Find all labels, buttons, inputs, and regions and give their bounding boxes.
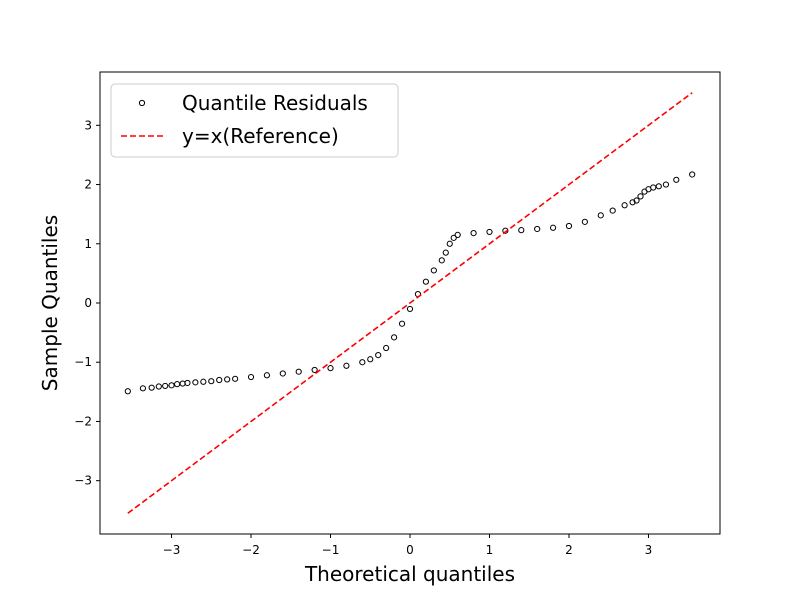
legend-box [110,83,399,158]
scatter-point-19 [311,366,318,374]
scatter-point-33 [442,249,449,256]
scatter-point-45 [597,212,604,219]
scatter-point-23 [367,356,374,363]
scatter-point-20 [327,365,334,372]
scatter-point-0 [124,388,131,395]
x-tick-label: 3 [645,543,653,557]
scatter-point-13 [224,376,231,383]
scatter-point-47 [621,202,628,209]
scatter-points [124,171,696,395]
scatter-point-53 [650,184,657,191]
y-tick-label: −1 [74,355,92,369]
reference-line-layer [127,92,693,514]
y-tick-label: 0 [84,296,92,310]
reference-line [127,92,693,514]
scatter-point-9 [192,379,199,386]
legend-marker-quantile-residuals [138,99,146,107]
y-tick-label: 1 [84,237,92,251]
scatter-point-44 [581,218,588,225]
scatter-point-27 [398,320,406,327]
scatter-point-46 [609,207,616,214]
scatter-point-8 [184,379,191,387]
y-axis-label: Sample Quantiles [38,215,62,391]
scatter-point-4 [162,382,169,390]
scatter-point-3 [155,383,162,390]
legend-label-quantile-residuals: Quantile Residuals [182,91,368,115]
x-axis-ticks: −3 −2 −1 0 1 2 3 [163,534,653,557]
scatter-point-16 [263,372,271,379]
scatter-point-28 [406,305,414,313]
scatter-point-36 [454,231,461,238]
scatter-point-22 [359,359,366,366]
scatter-point-38 [486,228,493,236]
y-tick-label: 3 [84,118,92,132]
scatter-point-6 [174,381,181,388]
scatter-point-54 [655,183,662,190]
scatter-point-2 [148,384,155,391]
x-axis-label: Theoretical quantiles [304,562,515,586]
scatter-point-14 [232,375,239,382]
scatter-point-26 [391,334,398,341]
scatter-point-18 [295,368,302,375]
x-tick-label: −3 [163,543,181,557]
scatter-point-56 [673,176,680,183]
scatter-point-32 [438,257,445,264]
scatter-point-41 [534,225,541,233]
scatter-point-31 [430,267,437,274]
scatter-point-30 [422,278,429,285]
legend-label-reference: y=x(Reference) [182,124,339,148]
scatter-point-40 [518,227,525,234]
scatter-point-24 [375,352,382,359]
scatter-point-17 [279,370,286,377]
x-tick-label: 1 [486,543,494,557]
scatter-point-25 [383,344,390,352]
y-tick-label: −2 [74,414,92,428]
scatter-point-10 [200,378,207,385]
x-tick-label: −2 [242,543,260,557]
scatter-point-43 [565,222,573,230]
scatter-point-37 [470,230,477,237]
scatter-point-34 [446,240,453,247]
scatter-point-21 [343,362,350,369]
y-tick-label: −3 [74,474,92,488]
scatter-point-42 [549,224,557,231]
scatter-point-5 [168,382,175,389]
x-tick-label: −1 [322,543,340,557]
scatter-point-55 [662,181,670,188]
scatter-point-49 [633,197,640,204]
scatter-point-15 [247,373,255,381]
scatter-point-50 [637,193,644,200]
scatter-point-35 [450,234,457,241]
y-axis-ticks: −3 −2 −1 0 1 2 3 [74,118,100,488]
scatter-point-12 [216,376,223,384]
legend: Quantile Residuals y=x(Reference) [110,83,399,158]
scatter-point-1 [139,385,147,392]
y-tick-label: 2 [84,178,92,192]
x-tick-label: 2 [565,543,573,557]
x-tick-label: 0 [406,543,414,557]
scatter-point-57 [689,171,696,178]
scatter-point-11 [208,378,215,385]
